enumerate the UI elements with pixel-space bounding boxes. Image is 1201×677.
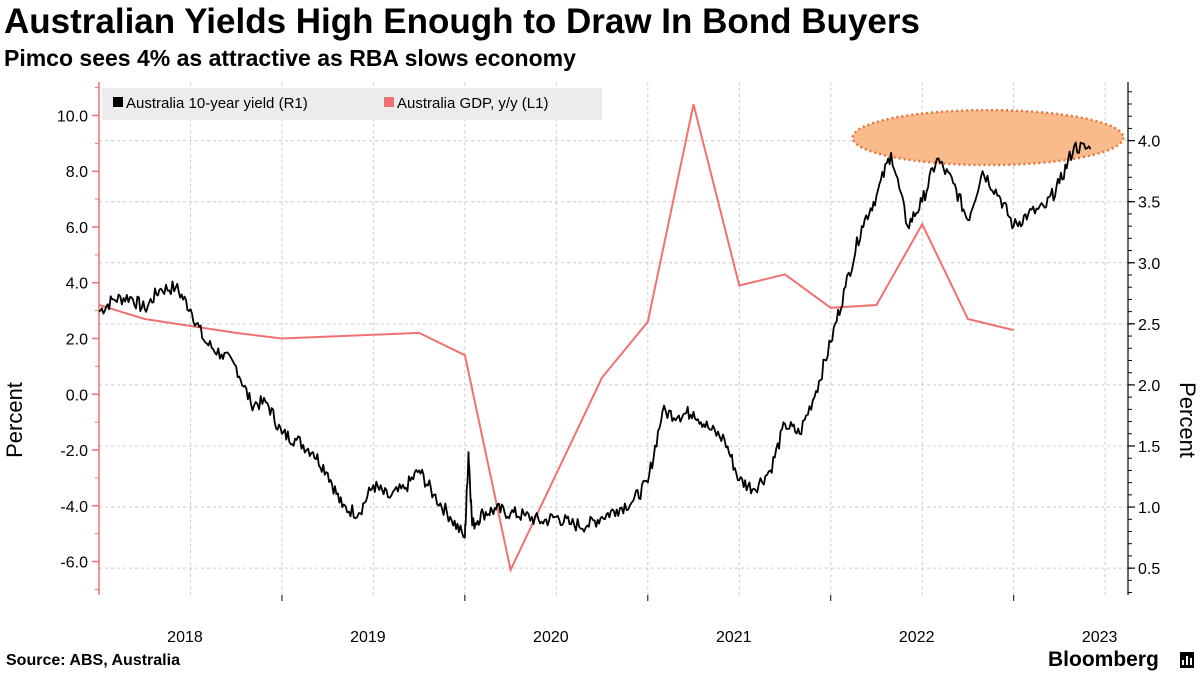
x-tick-label: 2022 xyxy=(899,629,935,642)
right-tick-label: 2.0 xyxy=(1138,378,1160,395)
right-tick-label: 2.5 xyxy=(1138,317,1160,334)
annotations xyxy=(851,108,1125,167)
left-tick-label: -2.0 xyxy=(60,443,88,460)
right-tick-label: 0.5 xyxy=(1138,561,1160,578)
legend: Australia 10-year yield (R1) Australia G… xyxy=(102,88,602,120)
right-axis-title: Percent xyxy=(1175,382,1200,458)
source-note: Source: ABS, Australia xyxy=(6,652,180,669)
left-tick-label: 6.0 xyxy=(66,220,88,237)
chart-subtitle: Pimco sees 4% as attractive as RBA slows… xyxy=(4,45,576,71)
right-tick-label: 3.5 xyxy=(1138,195,1160,212)
x-tick-label: 2019 xyxy=(350,629,386,642)
chart-title: Australian Yields High Enough to Draw In… xyxy=(4,2,920,41)
right-tick-label: 1.0 xyxy=(1138,500,1160,517)
legend-label-yield: Australia 10-year yield (R1) xyxy=(126,95,308,112)
plot-background xyxy=(0,82,1201,642)
left-tick-label: 8.0 xyxy=(66,164,88,181)
grid-lines xyxy=(99,82,1128,595)
x-tick-label: 2023 xyxy=(1082,629,1118,642)
left-tick-label: 4.0 xyxy=(66,276,88,293)
x-tick-label: 2020 xyxy=(533,629,569,642)
left-tick-label: -6.0 xyxy=(60,555,88,572)
left-tick-label: 10.0 xyxy=(57,108,88,125)
highlight-ellipse xyxy=(851,108,1125,167)
left-tick-label: -4.0 xyxy=(60,499,88,516)
legend-swatch-yield xyxy=(113,97,123,107)
legend-background xyxy=(102,88,602,120)
axes: 10.0 8.0 6.0 4.0 2.0 0.0 -2.0 -4.0 -6.0 4.0 3.5 3.0… xyxy=(57,82,1160,642)
brand-logo: Bloomberg xyxy=(1048,648,1159,671)
series-group xyxy=(98,104,1092,573)
x-tick-label: 2018 xyxy=(167,629,203,642)
chart-svg: 10.0 8.0 6.0 4.0 2.0 0.0 -2.0 -4.0 -6.0 4.0 3.5 3.0… xyxy=(0,82,1201,642)
legend-swatch-gdp xyxy=(384,97,394,107)
right-tick-label: 3.0 xyxy=(1138,256,1160,273)
left-axis-title: Percent xyxy=(2,382,27,458)
x-tick-label: 2021 xyxy=(716,629,752,642)
bar-chart-icon xyxy=(1180,652,1194,668)
legend-label-gdp: Australia GDP, y/y (L1) xyxy=(397,95,548,112)
right-tick-label: 1.5 xyxy=(1138,439,1160,456)
right-tick-label: 4.0 xyxy=(1138,134,1160,151)
left-tick-label: 0.0 xyxy=(66,387,88,404)
gdp-series-line xyxy=(98,104,1014,573)
left-tick-label: 2.0 xyxy=(66,332,88,349)
yield-series-line xyxy=(98,141,1092,539)
